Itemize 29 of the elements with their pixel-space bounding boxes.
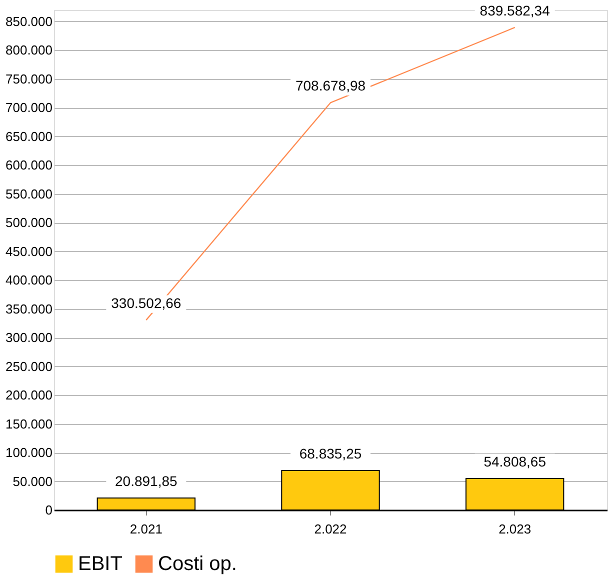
y-tick-label: 0 — [45, 502, 52, 518]
y-tick-label: 800.000 — [6, 42, 52, 58]
y-tick-label: 750.000 — [6, 71, 52, 86]
legend-label: EBIT — [78, 553, 122, 576]
y-tick-label: 400.000 — [6, 272, 52, 288]
x-tick-label: 2.022 — [314, 522, 347, 536]
x-tick-label: 2.023 — [498, 522, 532, 536]
y-tick-label: 300.000 — [6, 330, 52, 346]
y-tick-label: 200.000 — [6, 388, 52, 403]
y-tick-label: 350.000 — [6, 301, 52, 316]
y-tick-label: 500.000 — [6, 215, 52, 230]
data-label: 68.835,25 — [299, 445, 362, 462]
y-tick-label: 650.000 — [6, 128, 52, 144]
data-label: 708.678,98 — [295, 78, 366, 94]
y-tick-label: 100.000 — [6, 445, 52, 460]
y-tick-label: 700.000 — [6, 100, 52, 116]
y-tick-label: 550.000 — [6, 186, 52, 202]
data-label: 54.808,65 — [484, 454, 546, 470]
y-tick-label: 150.000 — [6, 416, 52, 432]
y-tick-label: 850.000 — [6, 14, 52, 29]
data-label: 330.502,66 — [111, 295, 182, 312]
data-label: 839.582,34 — [480, 2, 550, 18]
y-tick-label: 250.000 — [6, 358, 52, 374]
y-tick-label: 50.000 — [12, 474, 52, 489]
legend-label: Costi op. — [158, 553, 237, 576]
x-tick-label: 2.021 — [130, 522, 162, 536]
y-tick-label: 450.000 — [6, 244, 52, 259]
data-label: 20.891,85 — [115, 472, 178, 489]
y-tick-label: 600.000 — [6, 158, 52, 173]
